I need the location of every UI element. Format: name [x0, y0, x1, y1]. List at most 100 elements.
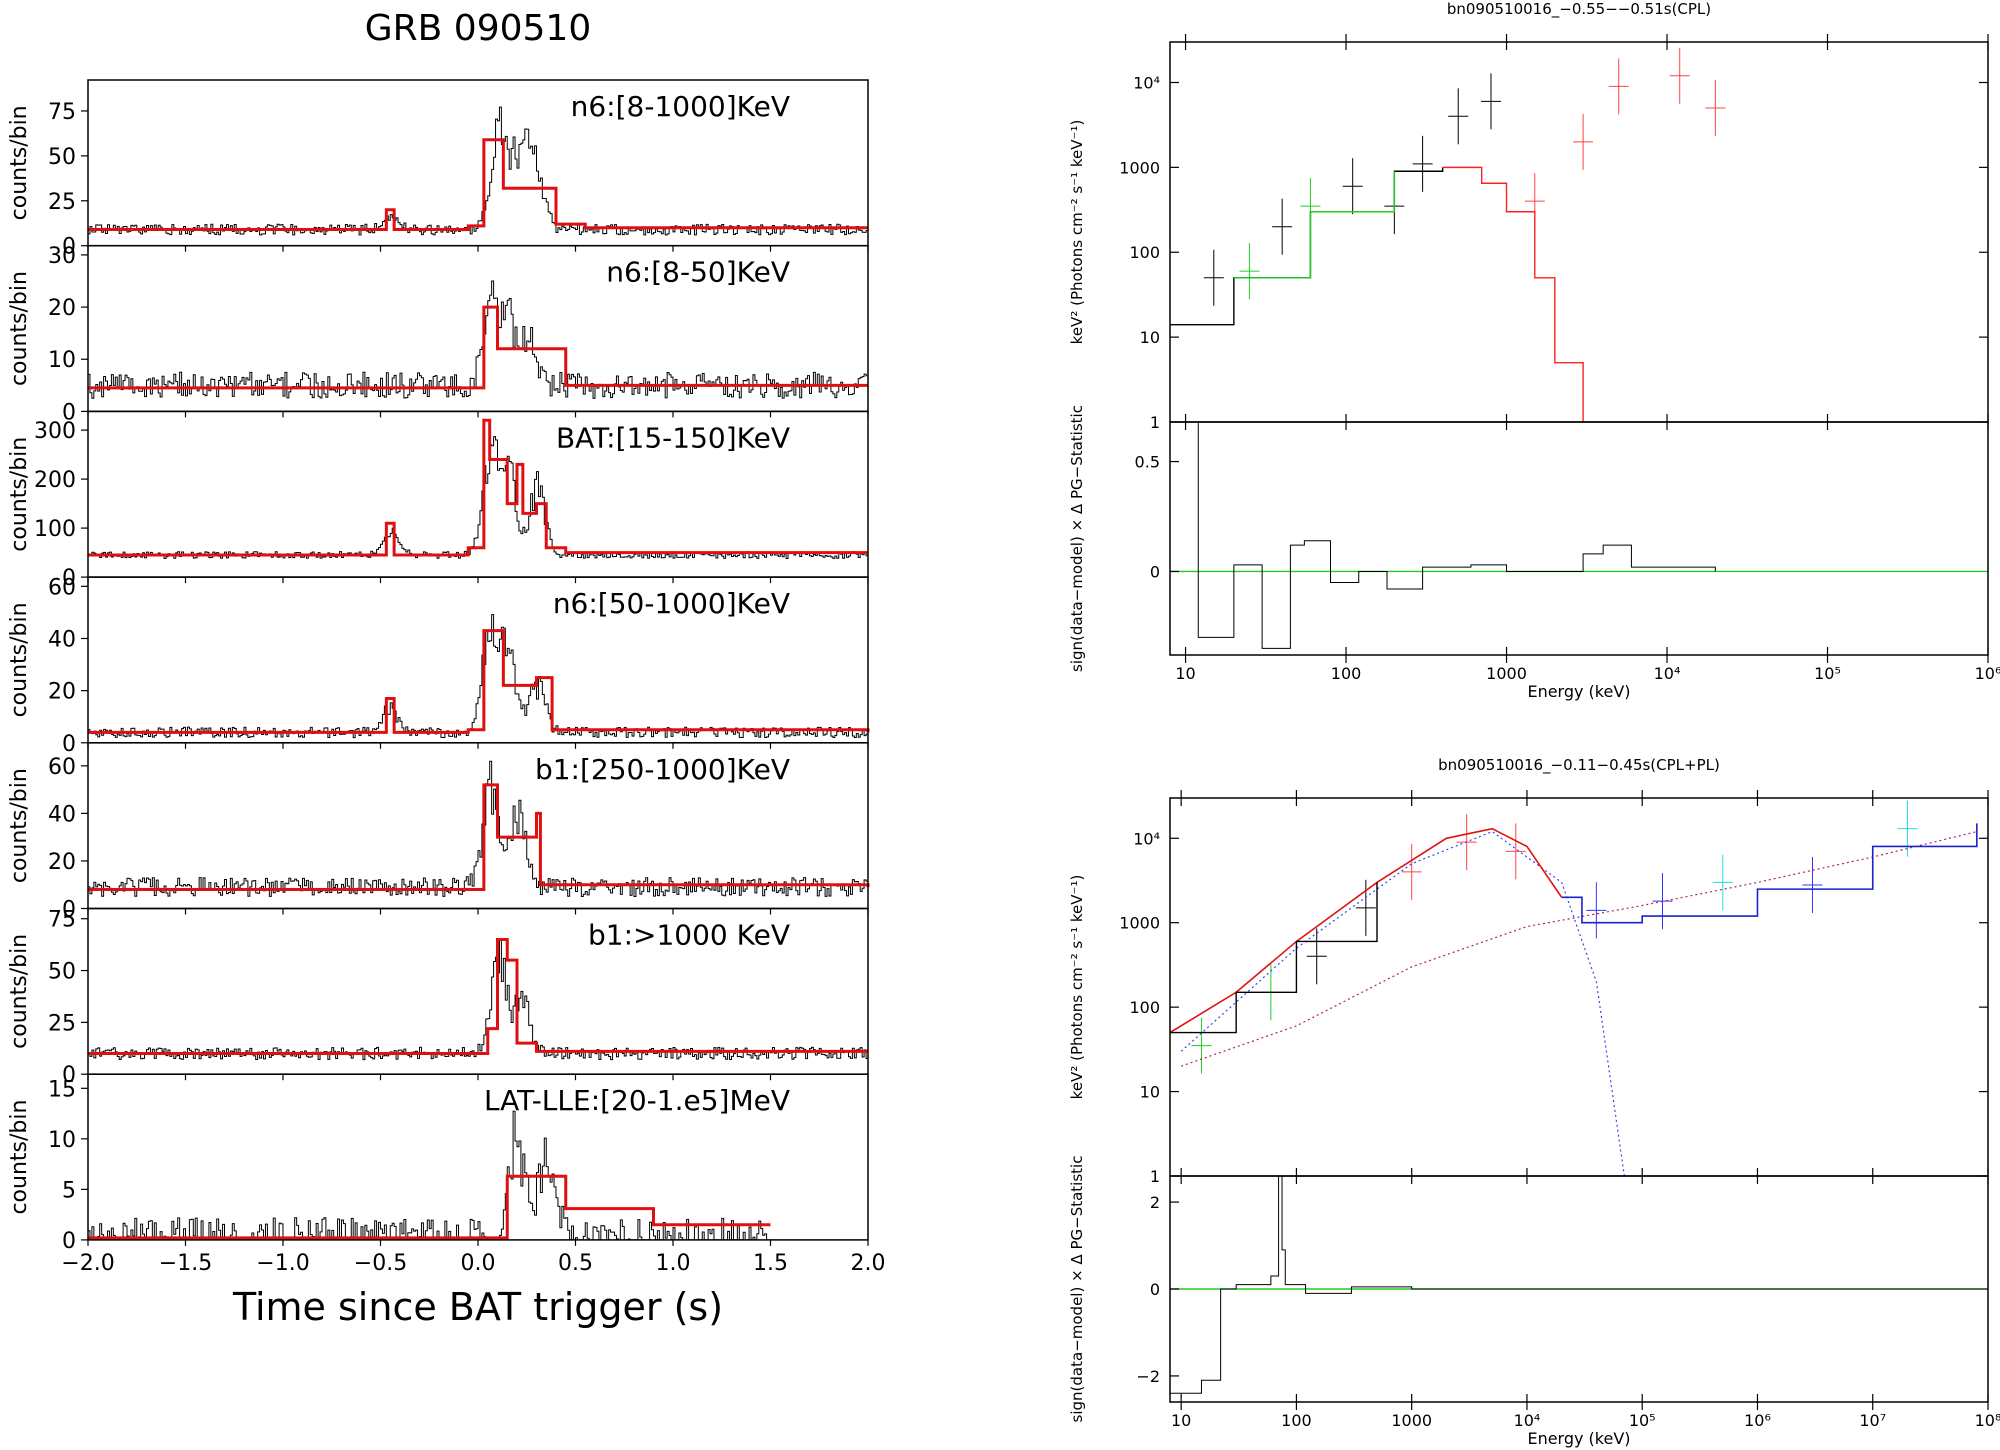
ytick-label: 1000: [1119, 914, 1160, 933]
ytick-label: 0: [62, 1063, 76, 1088]
model-total-blue: [1561, 823, 1978, 924]
xtick-label: −1.5: [159, 1251, 212, 1276]
ytick-label: 0: [1150, 562, 1160, 581]
lightcurve-model-6: [88, 937, 868, 1055]
spectrum-top-frame-2: [1169, 797, 1989, 1177]
ytick-label: 60: [48, 575, 76, 600]
model-red: [1442, 166, 1584, 422]
ytick-label: 100: [1129, 243, 1160, 262]
data-point: [1191, 1017, 1212, 1074]
xtick-label: 10: [1175, 664, 1195, 683]
ytick-label: −2: [1136, 1367, 1160, 1386]
ytick-label: 5: [62, 1178, 76, 1203]
xtick-label: 0.5: [558, 1251, 593, 1276]
spectrum-bottom-frame-1: [1169, 421, 1989, 656]
xtick-label: 1000: [1391, 1411, 1432, 1430]
xtick-label: 1000: [1486, 664, 1527, 683]
ytick-label: 0: [62, 235, 76, 260]
spectrum-title-2: bn090510016_−0.11−0.45s(CPL+PL): [1438, 756, 1720, 775]
ytick-label: 0.5: [1135, 453, 1160, 472]
data-point: [1480, 73, 1501, 130]
data-point: [1802, 856, 1823, 913]
ytick-label: 10⁴: [1133, 73, 1160, 92]
ylabel-flux-2: keV² (Photons cm⁻² s⁻¹ keV⁻¹): [1068, 875, 1086, 1100]
panel-label-5: b1:[250-1000]KeV: [535, 753, 790, 786]
ytick-label: 200: [34, 468, 76, 493]
xlabel-energy-2: Energy (keV): [1527, 1429, 1630, 1448]
xlabel-energy-1: Energy (keV): [1527, 682, 1630, 701]
ylabel-flux-1: keV² (Photons cm⁻² s⁻¹ keV⁻¹): [1068, 120, 1086, 345]
spectrum-top-frame-1: [1169, 41, 1989, 423]
ytick-label: 0: [62, 898, 76, 923]
ytick-label: 0: [62, 1229, 76, 1254]
data-point: [1203, 249, 1224, 306]
lightcurve-data-7: [88, 1110, 771, 1241]
ylabel-7: counts/bin: [7, 1100, 32, 1215]
lightcurve-panel-3: 0 100 200 300 BAT:[15-150]KeV counts/bin: [7, 410, 869, 591]
data-point: [1897, 800, 1918, 857]
residual-steps: [1170, 421, 1716, 649]
spectrum-2: bn090510016_−0.11−0.45s(CPL+PL)10 100 1000…: [1068, 756, 2000, 1448]
panel-label-2: n6:[8-50]KeV: [606, 256, 790, 289]
ytick-label: 10: [48, 348, 76, 373]
ytick-label: 0: [62, 566, 76, 591]
data-point: [1272, 198, 1293, 255]
ytick-label: 0: [62, 400, 76, 425]
lightcurve-data-6: [88, 938, 868, 1061]
lightcurve-data-4: [88, 614, 868, 739]
lightcurve-panel-2: 0 10 20 30 n6:[8-50]KeV counts/bin: [7, 244, 869, 425]
model-total-red: [1169, 827, 1563, 1034]
lightcurve-panel-7: 0 5 10 15 LAT-LLE:[20-1.e5]MeV counts/bin: [7, 1073, 869, 1254]
ylabel-6: counts/bin: [7, 934, 32, 1049]
ylabel-residual-2: sign(data−model) × Δ PG−Statistic: [1068, 1156, 1086, 1423]
data-point: [1505, 823, 1526, 880]
xtick-label: 10⁵: [1629, 1411, 1656, 1430]
xtick-label: 1.0: [656, 1251, 691, 1276]
panel-frame-7: [87, 1073, 869, 1241]
xtick-label: 0.0: [461, 1251, 496, 1276]
data-point: [1669, 47, 1690, 104]
panel-label-6: b1:>1000 KeV: [588, 919, 790, 952]
ytick-label: 75: [48, 100, 76, 125]
xtick-label: 2.0: [851, 1251, 886, 1276]
data-point: [1448, 88, 1469, 145]
ytick-label: 1: [1150, 1167, 1160, 1186]
residual-steps: [1170, 1175, 1988, 1394]
ytick-label: 2: [1150, 1193, 1160, 1212]
xtick-label: 10⁷: [1859, 1411, 1886, 1430]
ytick-label: 10: [48, 1128, 76, 1153]
data-point: [1412, 135, 1433, 192]
ytick-label: 10⁴: [1133, 829, 1160, 848]
panel-label-1: n6:[8-1000]KeV: [571, 90, 790, 123]
ytick-label: 0: [62, 732, 76, 757]
xtick-label: −0.5: [354, 1251, 407, 1276]
ytick-label: 0: [1150, 1280, 1160, 1299]
xtick-label: 1.5: [753, 1251, 788, 1276]
xtick-label: 10⁴: [1514, 1411, 1541, 1430]
ylabel-2: counts/bin: [7, 271, 32, 386]
lightcurve-panel-6: 0 25 50 75 b1:>1000 KeV counts/bin: [7, 908, 869, 1088]
lightcurve-data-3: [88, 436, 868, 559]
data-point: [1306, 928, 1327, 985]
model-green: [1233, 171, 1396, 279]
xtick-label: 100: [1331, 664, 1362, 683]
data-point: [1712, 854, 1733, 911]
ytick-label: 20: [48, 680, 76, 705]
spectrum-title-1: bn090510016_−0.55−−0.51s(CPL): [1447, 0, 1711, 19]
lightcurve-panel-1: 0 25 50 75 n6:[8-1000]KeV counts/bin: [7, 79, 869, 260]
xtick-label: 10⁶: [1975, 664, 2000, 683]
xtick-label: 10⁵: [1814, 664, 1841, 683]
ytick-label: 75: [48, 908, 76, 933]
ytick-label: 300: [34, 419, 76, 444]
data-point: [1586, 882, 1607, 939]
lightcurve-model-2: [88, 305, 868, 390]
panel-label-4: n6:[50-1000]KeV: [553, 587, 790, 620]
model-total-black: [1170, 882, 1378, 1034]
figure-title: GRB 090510: [365, 8, 591, 49]
data-point: [1239, 243, 1260, 300]
ytick-label: 10: [1140, 1083, 1160, 1102]
data-point: [1705, 80, 1726, 137]
ytick-label: 40: [48, 802, 76, 827]
model-black: [1170, 167, 1444, 326]
